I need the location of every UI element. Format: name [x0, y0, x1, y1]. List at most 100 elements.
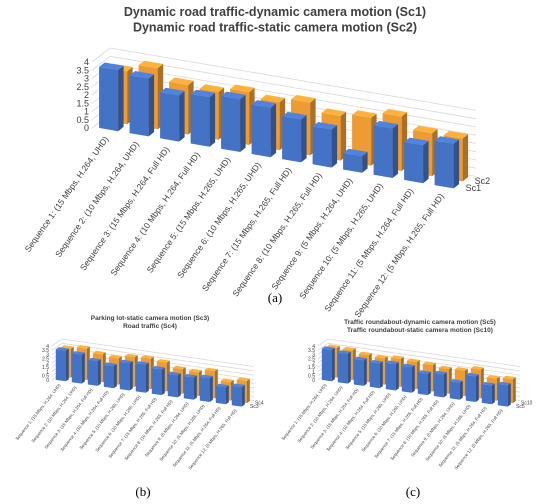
bar-front [71, 353, 82, 384]
bar-sc5-2 [337, 350, 351, 384]
bar-top [343, 148, 368, 157]
chart-title-line-2: Dynamic road traffic-static camera motio… [133, 21, 417, 35]
bar-top [221, 91, 246, 100]
bar-side [512, 377, 516, 404]
bar-sc3-7 [151, 366, 165, 396]
bar-top [251, 100, 277, 108]
panel-label: (b) [135, 484, 150, 499]
bar-sc1-6 [251, 100, 277, 158]
bar-front [465, 375, 476, 402]
bar-top [502, 375, 516, 380]
series-label-sc2: Sc2 [475, 176, 491, 186]
bar-front [373, 125, 393, 178]
bar-front [221, 95, 241, 152]
series-label-sc10: Sc10 [521, 400, 533, 406]
series-label-sc3: Sc3 [250, 404, 259, 410]
bar-top [71, 351, 85, 355]
bar-sc3-1 [55, 347, 69, 382]
bar-side [193, 375, 197, 400]
bar-top [140, 355, 154, 359]
bar-top [321, 346, 335, 350]
bar-top [413, 125, 438, 134]
bar-front [497, 384, 508, 407]
bar-side [145, 362, 149, 393]
bar-front [282, 116, 302, 163]
y-tick-label: 1 [312, 369, 315, 375]
bar-top [199, 84, 225, 92]
bar-side [113, 364, 117, 389]
bar-top [404, 137, 429, 146]
bar-front [433, 373, 444, 398]
gridline [317, 342, 521, 372]
bar-top [204, 367, 218, 372]
bar-top [156, 359, 170, 363]
bar-side [331, 347, 335, 382]
bar-top [443, 130, 469, 139]
bar-sc5-4 [369, 360, 383, 389]
bar-side [443, 372, 447, 398]
chart-title-line-1: Parking lot-static camera motion (Sc3) [91, 315, 209, 322]
bar-sc3-9 [183, 374, 197, 400]
bar-side [97, 359, 101, 386]
bar-front [87, 359, 98, 386]
bar-side [129, 361, 133, 391]
bar-front [129, 75, 149, 137]
bar-side [209, 92, 216, 147]
bar-top [291, 95, 316, 103]
bar-sc1-9 [343, 148, 368, 173]
chart-title-line-2: Traffic roundabout-static camera motion … [347, 327, 493, 334]
y-tick-label: 2.5 [42, 357, 49, 363]
bar-front [183, 376, 194, 400]
gridline [51, 342, 255, 372]
gridline [91, 47, 477, 111]
bar-sc1-11 [404, 137, 429, 184]
bar-top [215, 383, 229, 388]
y-tick-label: 0 [46, 378, 49, 384]
bar-top [422, 361, 436, 366]
bar-front [99, 66, 119, 132]
bar-top [321, 108, 347, 116]
bar-sc5-10 [465, 372, 479, 402]
bar-top [373, 120, 399, 129]
bar-side [363, 358, 367, 386]
bar-top [352, 110, 377, 118]
bar-side [411, 365, 415, 393]
bar-side [209, 376, 213, 402]
chart-title-line-1: Traffic roundabout-dynamic camera motion… [344, 319, 496, 326]
bar-sc3-6 [135, 361, 149, 393]
bar-top [497, 381, 511, 386]
bar-top [401, 363, 415, 368]
bar-top [465, 372, 479, 377]
bar-side [347, 351, 351, 384]
chart-title-line-1: Dynamic road traffic-dynamic camera moti… [124, 5, 426, 19]
bar-side [240, 94, 246, 152]
bar-side [459, 380, 463, 400]
bar-side [179, 91, 185, 142]
bar-top [454, 367, 468, 371]
bar-sc1-3 [160, 87, 185, 142]
bar-top [151, 366, 165, 370]
bar-top [369, 360, 383, 364]
y-tick-label: 3.5 [42, 348, 49, 354]
bar-side [491, 383, 495, 405]
bar-top [406, 358, 420, 363]
y-tick-label: 3.5 [76, 65, 89, 75]
bar-front [167, 373, 178, 398]
bar-top [312, 122, 338, 130]
bar-top [172, 365, 186, 370]
bar-sc5-5 [385, 360, 399, 391]
y-tick-label: 3 [312, 352, 315, 358]
y-tick-label: 2.5 [308, 357, 315, 363]
bar-sc5-11 [481, 382, 495, 405]
bar-top [385, 360, 399, 365]
bar-top [449, 379, 463, 383]
gridline [317, 338, 521, 367]
bar-side [362, 151, 368, 173]
bar-top [417, 370, 431, 374]
bar-front [119, 361, 130, 391]
bar-top [390, 355, 404, 359]
bar-front [385, 362, 396, 391]
y-tick-label: 3 [84, 74, 89, 84]
bar-sc5-12 [497, 381, 511, 407]
